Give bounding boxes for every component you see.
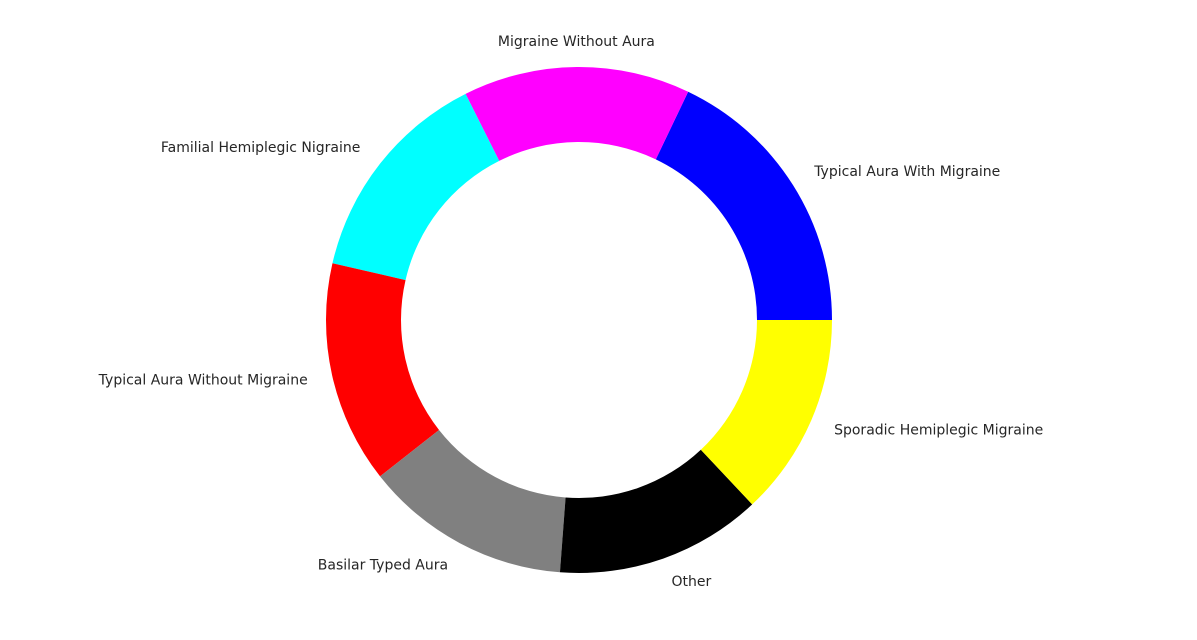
slice-migraine-without-aura	[465, 66, 689, 161]
slice-typical-aura-without-migraine	[326, 263, 440, 477]
slice-typical-aura-with-migraine	[655, 91, 832, 321]
slice-label: Typical Aura With Migraine	[813, 164, 1000, 180]
slice-label: Familial Hemiplegic Nigraine	[161, 140, 361, 156]
slice-label: Basilar Typed Aura	[318, 557, 448, 573]
slice-label: Typical Aura Without Migraine	[98, 373, 308, 389]
slices-group	[326, 66, 832, 573]
slice-label: Migraine Without Aura	[498, 34, 655, 50]
slice-sporadic-hemiplegic-migraine	[700, 320, 832, 505]
slice-label: Sporadic Hemiplegic Migraine	[834, 422, 1043, 438]
slice-label: Other	[672, 574, 712, 590]
labels-group: Typical Aura With Migraine Migraine Witho…	[98, 34, 1044, 590]
slice-familial-hemiplegic-nigraine	[332, 93, 500, 281]
slice-basilar-typed-aura	[380, 429, 566, 573]
slice-other	[559, 449, 753, 573]
